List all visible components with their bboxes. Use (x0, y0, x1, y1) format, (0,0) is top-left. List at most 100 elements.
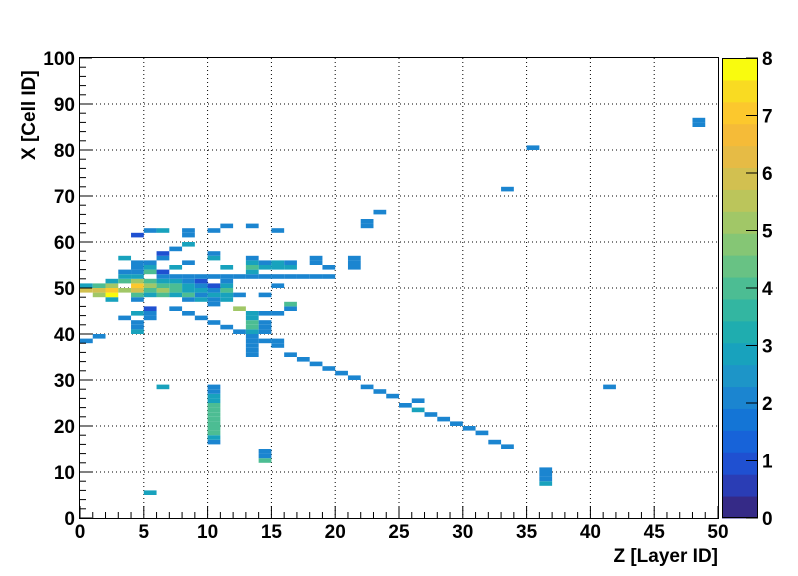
heatmap-cell (207, 255, 221, 261)
heatmap-cell (424, 412, 438, 417)
heatmap-cell (258, 324, 272, 330)
heatmap-cell (207, 292, 221, 298)
heatmap-cell (156, 384, 170, 390)
heatmap-cell (245, 320, 259, 325)
x-tick-label: 50 (707, 522, 728, 543)
heatmap-cell (143, 306, 157, 311)
colorbar (722, 57, 758, 519)
heatmap-cell (207, 301, 221, 307)
heatmap-cell (386, 393, 399, 399)
heatmap-cell (92, 292, 106, 298)
heatmap-cell (245, 324, 259, 330)
heatmap-cell (692, 122, 706, 127)
heatmap-cell (143, 283, 157, 288)
heatmap-cell (131, 329, 144, 334)
x-tick-label: 15 (261, 522, 283, 543)
heatmap-cell (194, 297, 208, 302)
heatmap-cell (399, 403, 412, 408)
y-tick-label: 50 (54, 279, 75, 300)
y-tick-label: 0 (64, 509, 75, 530)
heatmap-cell (220, 283, 234, 288)
heatmap-cell (220, 278, 234, 284)
heatmap-cell (271, 338, 285, 344)
heatmap-cell (245, 265, 259, 270)
heatmap-cell (80, 288, 93, 293)
heatmap-cell (118, 278, 132, 284)
heatmap-cell (207, 297, 221, 302)
heatmap-cell (258, 449, 272, 454)
y-tick-label: 40 (54, 325, 75, 346)
heatmap-cell (182, 278, 195, 284)
colorbar-tick-label: 1 (762, 452, 773, 473)
colorbar-segment (722, 189, 758, 212)
heatmap-cell (233, 329, 246, 334)
heatmap-cell (258, 265, 272, 270)
heatmap-cell (207, 288, 221, 293)
heatmap-cell (296, 274, 310, 279)
heatmap-cell (322, 265, 336, 270)
heatmap-cell (271, 343, 285, 348)
x-tick-label: 0 (75, 522, 86, 543)
heatmap-cell (131, 260, 144, 265)
heatmap-cell (207, 384, 221, 390)
colorbar-tick-label: 0 (762, 509, 773, 530)
heatmap-cell (194, 288, 208, 293)
heatmap-cell (207, 407, 221, 413)
colorbar-segment (722, 58, 758, 81)
heatmap-cell (501, 444, 514, 449)
heatmap-cell (131, 288, 144, 293)
heatmap-cell (360, 223, 374, 229)
heatmap-cell (169, 246, 183, 252)
heatmap-cell (245, 255, 259, 261)
heatmap-cell (220, 324, 234, 330)
heatmap-cell (245, 269, 259, 275)
heatmap-cell (182, 232, 195, 238)
heatmap-cell (131, 283, 144, 288)
heatmap-cell (347, 265, 361, 270)
colorbar-tick-label: 4 (762, 279, 773, 300)
colorbar-segment (722, 145, 758, 169)
heatmap-cell (245, 352, 259, 357)
heatmap-cell (539, 472, 553, 477)
heatmap-cell (194, 292, 208, 298)
heatmap-cell (207, 320, 221, 325)
heatmap-cell (207, 283, 221, 288)
heatmap-cell (450, 421, 463, 426)
heatmap-cell (271, 283, 285, 288)
heatmap-cell (220, 297, 234, 302)
heatmap-cell (207, 416, 221, 422)
heatmap-cell (322, 366, 336, 371)
heatmap-cell (437, 416, 451, 422)
heatmap-cell (118, 274, 132, 279)
heatmap-cell (105, 292, 119, 298)
colorbar-segment (722, 364, 758, 388)
heatmap-cell (245, 338, 259, 344)
colorbar-segment (722, 408, 758, 431)
heatmap-cell (182, 292, 195, 298)
heatmap-cell (271, 228, 285, 233)
heatmap-cell (194, 274, 208, 279)
heatmap-cell (220, 292, 234, 298)
heatmap-cell (105, 288, 119, 293)
heatmap-cell (143, 311, 157, 316)
heatmap-cell (411, 398, 425, 403)
heatmap-cell (245, 315, 259, 321)
heatmap-cell (245, 347, 259, 353)
y-tick-label: 70 (54, 187, 75, 208)
heatmap-cell (284, 306, 297, 311)
colorbar-segment (722, 386, 758, 409)
heatmap-cell (258, 320, 272, 325)
heatmap-cell (271, 274, 285, 279)
heatmap-cell (207, 430, 221, 436)
heatmap-cell (182, 288, 195, 293)
heatmap-cell (258, 311, 272, 316)
x-tick-labels: 0 5 10 15 20 25 30 35 40 45 50 (75, 522, 729, 543)
heatmap-cell (207, 412, 221, 417)
heatmap-cell (526, 145, 540, 150)
heatmap-cell (182, 228, 195, 233)
heatmap-cell (156, 251, 170, 256)
heatmap-cell (105, 283, 119, 288)
plot-frame (79, 57, 719, 519)
heatmap-cell (220, 223, 234, 229)
heatmap-cell (143, 288, 157, 293)
